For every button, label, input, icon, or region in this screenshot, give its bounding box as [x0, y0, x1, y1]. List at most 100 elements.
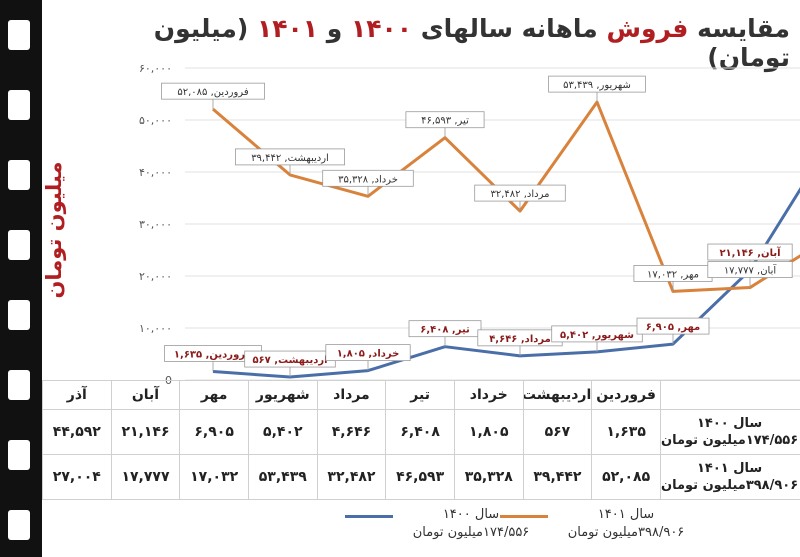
data-table: آذر آبان مهر شهریور مرداد تیر خرداد اردی…: [42, 380, 800, 500]
data-label-text: مرداد, ۴,۶۴۶: [489, 334, 551, 345]
table-cell: ۴,۶۴۶: [316, 409, 387, 455]
data-label-text: شهریور, ۵,۴۰۲: [560, 330, 634, 341]
month-header: اردیبهشت: [522, 380, 593, 410]
title-part: و: [318, 14, 351, 43]
legend-label-line: ۳۹۸/۹۰۶میلیون تومان: [567, 525, 685, 540]
film-hole: [8, 20, 30, 50]
series-label-line: ۳۹۸/۹۰۶میلیون تومان: [661, 478, 799, 493]
film-hole: [8, 370, 30, 400]
month-header: تیر: [385, 380, 455, 410]
y-tick-label: ۶۰,۰۰۰: [139, 62, 172, 75]
data-label-text: فروردین, ۵۲,۰۸۵: [177, 87, 248, 98]
data-label: مهر, ۶,۹۰۵: [636, 317, 710, 345]
month-header: شهریور: [247, 380, 318, 410]
legend-line-1400: [345, 515, 393, 518]
film-strip-decoration: [0, 0, 42, 557]
table-cell: ۱,۸۰۵: [453, 409, 524, 455]
series-label-line: سال ۱۴۰۱: [696, 461, 763, 476]
data-label: خرداد, ۳۵,۳۲۸: [322, 169, 414, 197]
title-part: (میلیون تومان): [153, 14, 790, 72]
data-label: خرداد, ۱,۸۰۵: [325, 344, 411, 371]
title-accent: ۱۴۰۰: [351, 14, 413, 43]
title-accent: فروش: [606, 14, 689, 43]
data-label: فروردین, ۵۲,۰۸۵: [161, 82, 265, 110]
month-header: آبان: [110, 380, 181, 410]
data-label-text: آبان, ۱۷,۷۷۷: [724, 264, 778, 277]
table-cell: ۴۴,۵۹۲: [42, 409, 112, 455]
film-hole: [8, 300, 30, 330]
series-label-line: سال ۱۴۰۰: [696, 416, 763, 431]
series-header-empty: [660, 380, 800, 410]
table-cell: ۱,۶۳۵: [591, 409, 661, 455]
film-hole: [8, 90, 30, 120]
title-accent: ۱۴۰۱: [257, 14, 319, 43]
film-hole: [8, 440, 30, 470]
data-label-text: فروردین, ۱,۶۳۵: [174, 349, 252, 360]
legend-label-line: سال ۱۴۰۰: [442, 507, 500, 522]
series-label-1401: سال ۱۴۰۱ ۳۹۸/۹۰۶میلیون تومان: [660, 454, 800, 500]
legend-item-1400: سال ۱۴۰۰ ۱۷۴/۵۵۶میلیون تومان: [345, 506, 545, 542]
legend-item-1401: سال ۱۴۰۱ ۳۹۸/۹۰۶میلیون تومان: [500, 506, 700, 542]
table-row-1401: ۲۷,۰۰۴ ۱۷,۷۷۷ ۱۷,۰۳۲ ۵۳,۴۳۹ ۳۲,۴۸۲ ۴۶,۵۹…: [42, 454, 800, 500]
title-part: ماهانه سالهای: [412, 14, 607, 43]
y-tick-label: ۱۰,۰۰۰: [139, 322, 172, 335]
month-header: مهر: [179, 380, 249, 410]
legend-text: سال ۱۴۰۱ ۳۹۸/۹۰۶میلیون تومان: [552, 506, 700, 542]
data-label-text: خرداد, ۱,۸۰۵: [337, 349, 400, 360]
table-cell: ۵۳,۴۳۹: [247, 454, 318, 500]
data-label-text: آبان, ۲۱,۱۴۶: [719, 246, 781, 259]
film-hole: [8, 510, 30, 540]
series-label-1400: سال ۱۴۰۰ ۱۷۴/۵۵۶میلیون تومان: [660, 409, 800, 455]
table-cell: ۲۱,۱۴۶: [110, 409, 181, 455]
table-cell: ۳۹,۴۴۲: [522, 454, 593, 500]
month-header: مرداد: [316, 380, 387, 410]
data-label: تیر, ۶,۴۰۸: [408, 320, 482, 347]
table-cell: ۵,۴۰۲: [247, 409, 318, 455]
legend-line-1401: [500, 515, 548, 518]
table-cell: ۱۷,۰۳۲: [179, 454, 249, 500]
y-tick-label: ۲۰,۰۰۰: [139, 270, 172, 283]
table-cell: ۱۷,۷۷۷: [110, 454, 181, 500]
month-header: آذر: [42, 380, 112, 410]
table-cell: ۲۷,۰۰۴: [42, 454, 112, 500]
film-hole: [8, 230, 30, 260]
table-row-1400: ۴۴,۵۹۲ ۲۱,۱۴۶ ۶,۹۰۵ ۵,۴۰۲ ۴,۶۴۶ ۶,۴۰۸ ۱,…: [42, 409, 800, 455]
month-header: خرداد: [453, 380, 524, 410]
data-label-text: شهریور, ۵۳,۴۳۹: [563, 80, 631, 91]
series-label-line: ۱۷۴/۵۵۶میلیون تومان: [661, 433, 799, 448]
data-label-text: اردیبهشت, ۵۶۷: [252, 355, 327, 366]
table-header-row: آذر آبان مهر شهریور مرداد تیر خرداد اردی…: [42, 380, 800, 410]
data-label: آبان, ۱۷,۷۷۷: [707, 261, 793, 288]
data-label-text: مهر, ۱۷,۰۳۲: [647, 269, 699, 280]
table-cell: ۵۲,۰۸۵: [591, 454, 661, 500]
chart-title: مقایسه فروش ماهانه سالهای ۱۴۰۰ و ۱۴۰۱ (م…: [150, 14, 790, 72]
table-cell: ۴۶,۵۹۳: [385, 454, 455, 500]
y-tick-label: ۳۰,۰۰۰: [139, 218, 172, 231]
film-hole: [8, 160, 30, 190]
legend-label-line: ۱۷۴/۵۵۶میلیون تومان: [412, 525, 530, 540]
data-label-text: تیر, ۴۶,۵۹۳: [421, 116, 469, 127]
data-label: شهریور, ۵۳,۴۳۹: [548, 75, 646, 103]
table-cell: ۳۲,۴۸۲: [316, 454, 387, 500]
month-header: فروردین: [591, 380, 661, 410]
data-label-text: مرداد, ۳۲,۴۸۲: [491, 189, 550, 200]
legend-text: سال ۱۴۰۰ ۱۷۴/۵۵۶میلیون تومان: [397, 506, 545, 542]
data-label-text: خرداد, ۳۵,۳۲۸: [338, 174, 398, 185]
y-tick-label: ۵۰,۰۰۰: [139, 114, 172, 127]
data-label: اردیبهشت, ۳۹,۴۴۲: [234, 148, 345, 175]
data-label-text: مهر, ۶,۹۰۵: [646, 322, 701, 333]
legend-label-line: سال ۱۴۰۱: [597, 507, 655, 522]
table-cell: ۶,۹۰۵: [179, 409, 249, 455]
table-cell: ۶,۴۰۸: [385, 409, 455, 455]
data-label-text: اردیبهشت, ۳۹,۴۴۲: [251, 153, 329, 164]
table-cell: ۳۵,۳۲۸: [453, 454, 524, 500]
data-label: تیر, ۴۶,۵۹۳: [405, 111, 485, 138]
data-label: مهر, ۱۷,۰۳۲: [633, 265, 713, 292]
data-label: آبان, ۲۱,۱۴۶: [707, 243, 793, 271]
data-label: مرداد, ۳۲,۴۸۲: [474, 184, 566, 212]
y-tick-label: ۴۰,۰۰۰: [139, 166, 172, 179]
title-part: مقایسه: [688, 14, 790, 43]
data-label-text: تیر, ۶,۴۰۸: [420, 325, 470, 336]
table-cell: ۵۶۷: [522, 409, 593, 455]
